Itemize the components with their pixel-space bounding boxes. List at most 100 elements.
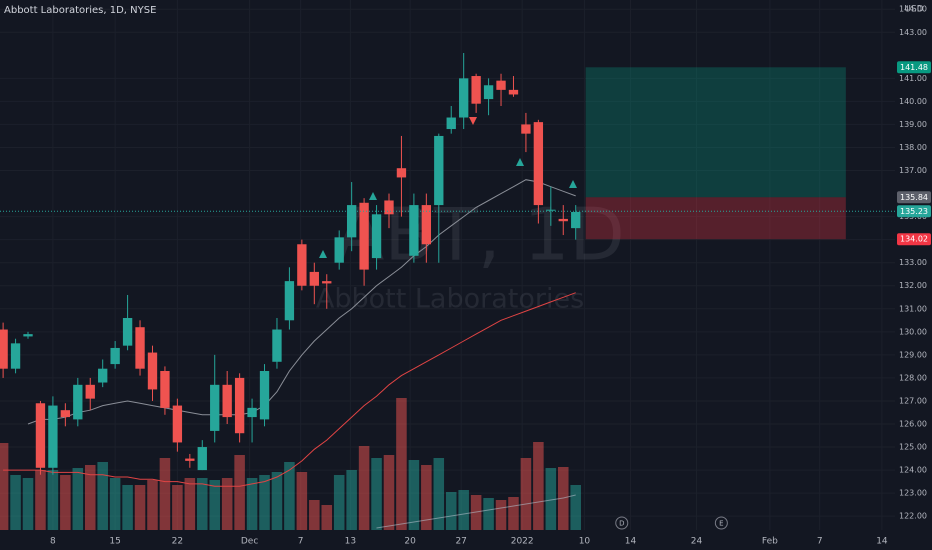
candle-body [334,237,344,263]
candle-body [23,334,33,337]
signal-up [369,192,377,200]
x-tick-label: 15 [109,537,120,547]
candle-body [172,405,183,443]
candle-body [459,78,469,118]
y-tick-label: 133.00 [899,258,927,267]
volume-bar [47,470,59,530]
volume-bar [234,455,245,530]
time-axis [0,530,932,550]
candle-body [98,368,108,383]
candle-body [496,80,506,90]
volume-bar [296,472,308,530]
candle-body [446,117,456,130]
candle-body [35,403,46,468]
volume-bar [109,478,121,530]
last-price-tag [897,205,931,218]
event-icon [714,516,728,530]
y-tick-label: 143.00 [899,28,927,37]
candle-body [85,384,95,399]
x-tick-label: 22 [172,537,183,547]
candle-body [247,407,257,418]
candle-body [222,384,232,418]
moving-average [3,292,576,487]
signal-up [569,180,577,188]
candle-body [384,200,394,215]
candle-body [309,271,319,286]
y-tick-label: 131.00 [899,304,927,313]
volume-bar [321,505,333,530]
candle-body [160,371,170,408]
event-icon [615,516,629,530]
last-price-label: 135.23 [900,207,928,216]
candle-body [135,327,145,369]
candle-body [259,371,270,420]
volume-bar [246,478,258,530]
y-tick-label: 128.00 [899,373,927,382]
y-tick-label: 140.00 [899,97,927,106]
candle-body [284,281,295,321]
x-tick-label: Feb [762,537,778,547]
candle-body [409,205,419,256]
volume-bar [508,497,519,530]
volume-bar [458,490,469,530]
x-tick-label: Dec [241,537,258,547]
target-tag [897,61,931,74]
volume-bar [495,500,507,530]
candle-body [197,447,207,471]
volume-bar [483,498,494,530]
volume-bar [570,485,581,530]
chart-title: Abbott Laboratories, 1D, NYSE [4,5,156,16]
moving-average [27,179,576,425]
candle-body [210,384,220,431]
candle-body [508,89,519,95]
volume-bar [221,478,233,530]
candle-body [396,168,407,178]
volume-bar [358,446,370,530]
y-tick-label: 129.00 [899,350,927,359]
y-tick-label: 127.00 [899,396,927,405]
volume-bar [209,480,220,530]
volume-bar [284,462,295,530]
y-tick-label: 137.00 [899,166,927,175]
price-axis [895,0,932,550]
volume-bar [371,458,382,530]
volume-bar [147,480,158,530]
volume-bar [408,460,420,530]
y-tick-label: 132.00 [899,281,927,290]
signal-up [516,158,524,166]
x-tick-label: 7 [817,537,823,547]
volume-bar [0,443,9,530]
candle-body [0,329,8,369]
candle-body [421,205,432,245]
volume-bar [346,470,357,530]
stop-label: 134.02 [900,235,928,244]
volume-bar [445,492,457,530]
event-label: E [719,520,723,528]
volume-bar [545,468,557,530]
candle-body [571,212,581,229]
volume-bar [84,465,96,530]
volume-ma [376,494,576,529]
candle-body [371,214,382,259]
y-tick-label: 125.00 [899,443,927,452]
volume-bar [172,485,183,530]
volume-bar [159,458,171,530]
grid [0,0,895,530]
watermark-name: Abbott Laboratories [316,284,584,315]
volume-bar [35,470,46,530]
x-tick-label: 7 [298,537,304,547]
x-tick-label: 10 [579,537,591,547]
y-tick-label: 126.00 [899,420,927,429]
volume-bar [421,465,432,530]
y-tick-label: 138.00 [899,143,927,152]
x-tick-label: 14 [625,537,637,547]
volume-bar [134,485,146,530]
volume-bar [533,442,544,530]
x-tick-label: 20 [404,537,416,547]
x-tick-label: 27 [455,537,466,547]
y-tick-label: 141.00 [899,74,927,83]
volume-bar [520,458,532,530]
volume-bar [72,468,84,530]
x-tick-label: 24 [691,537,703,547]
